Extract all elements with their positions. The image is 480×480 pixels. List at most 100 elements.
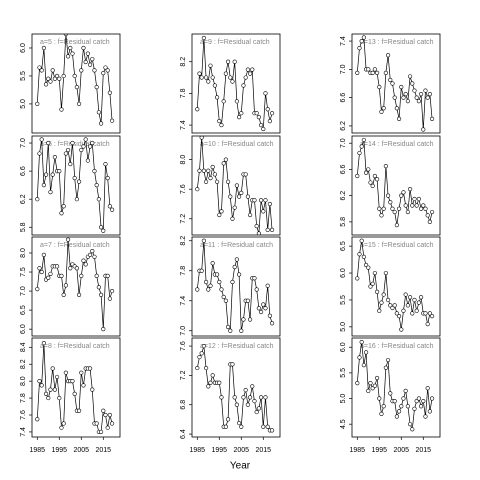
data-point	[399, 327, 404, 332]
data-point	[81, 258, 86, 263]
series-line	[36, 239, 113, 330]
data-point	[39, 269, 44, 275]
data-point	[203, 75, 209, 80]
data-point	[65, 54, 71, 59]
data-point	[46, 275, 51, 280]
data-point	[390, 81, 395, 86]
panel: a=5 : f=Residual catch	[35, 34, 115, 126]
data-point	[39, 68, 44, 73]
data-point	[379, 213, 384, 218]
data-point	[225, 324, 231, 330]
y-tick-label: 7.6	[180, 341, 187, 351]
data-point	[63, 283, 68, 288]
data-point	[245, 298, 250, 303]
data-point	[363, 170, 369, 175]
data-point	[48, 271, 53, 277]
y-tick-label: 6.0	[20, 324, 27, 334]
data-point	[383, 164, 388, 169]
data-point	[361, 35, 366, 40]
data-point	[74, 266, 79, 271]
data-point	[219, 209, 224, 214]
data-point	[269, 321, 275, 326]
data-point	[247, 71, 253, 76]
data-point	[241, 317, 246, 322]
data-point	[401, 396, 406, 401]
y-tick-label: 6.5	[20, 305, 27, 315]
y-tick-label: 6.0	[340, 268, 347, 278]
data-point	[232, 205, 237, 210]
data-point	[414, 398, 419, 404]
data-point	[370, 281, 375, 286]
data-point	[267, 201, 272, 207]
data-point	[197, 168, 202, 173]
data-point	[109, 288, 115, 294]
data-point	[61, 73, 66, 79]
data-point	[72, 176, 77, 181]
panel-frame	[31, 33, 121, 134]
data-point	[107, 204, 112, 209]
data-point	[101, 228, 106, 233]
data-point	[392, 95, 397, 100]
y-tick-label: 6.8	[180, 400, 187, 410]
data-point	[407, 295, 413, 300]
panel-frame	[191, 236, 281, 337]
data-point	[90, 387, 95, 392]
data-point	[392, 398, 397, 404]
data-point	[258, 395, 264, 400]
data-point	[414, 95, 419, 100]
panel: a=14 : f=Residual catch	[355, 137, 435, 228]
data-point	[87, 366, 93, 371]
data-point	[239, 328, 244, 333]
panel-title: a=7 : f=Residual catch	[40, 242, 110, 249]
data-point	[388, 391, 393, 396]
panel-frame	[351, 236, 441, 337]
data-point	[425, 95, 430, 100]
data-point	[265, 107, 270, 112]
y-tick-label: 8.2	[180, 57, 187, 67]
x-axis-label: Year	[230, 461, 251, 472]
data-point	[269, 428, 275, 433]
data-point	[61, 292, 66, 297]
data-point	[50, 68, 55, 73]
data-point	[267, 119, 272, 124]
data-point	[416, 300, 421, 305]
data-point	[109, 118, 115, 123]
series-line	[196, 137, 273, 234]
data-point	[403, 388, 408, 393]
data-point	[217, 212, 222, 218]
data-point	[372, 173, 377, 179]
data-point	[421, 203, 426, 208]
data-point	[425, 386, 430, 391]
x-tick-label: 2005	[233, 447, 249, 454]
data-point	[63, 151, 68, 156]
data-point	[232, 395, 237, 400]
data-point	[59, 107, 64, 112]
data-point	[101, 327, 106, 332]
x-tick-label: 2015	[255, 447, 271, 454]
data-point	[392, 303, 397, 308]
data-point	[234, 99, 239, 104]
data-point	[245, 67, 250, 72]
data-point	[79, 370, 84, 375]
data-point	[35, 287, 40, 292]
data-point	[254, 224, 259, 229]
panel-frame	[191, 33, 281, 134]
data-point	[381, 404, 386, 409]
data-point	[412, 196, 417, 202]
data-point	[206, 287, 211, 292]
data-point	[363, 350, 369, 355]
data-point	[195, 287, 200, 292]
data-point	[98, 121, 104, 126]
data-point	[203, 179, 209, 184]
data-point	[230, 362, 235, 367]
data-point	[90, 140, 95, 146]
data-point	[230, 79, 235, 84]
data-point	[61, 204, 66, 209]
data-point	[63, 370, 68, 375]
data-point	[256, 306, 261, 311]
data-point	[81, 45, 86, 51]
y-tick-label: 7.4	[340, 36, 347, 46]
data-point	[414, 203, 419, 208]
data-point	[427, 409, 432, 414]
panel-title: a=15 : f=Residual catch	[360, 242, 434, 249]
